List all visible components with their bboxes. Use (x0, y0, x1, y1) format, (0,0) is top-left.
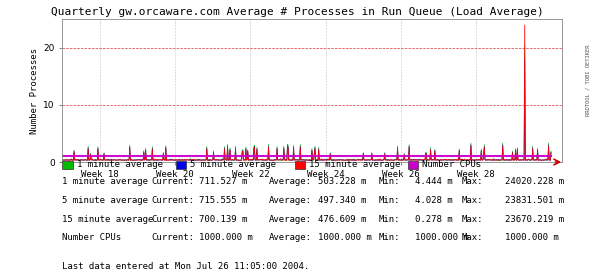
Text: Current:: Current: (152, 196, 195, 205)
Text: 700.139 m: 700.139 m (199, 215, 248, 224)
Text: Current:: Current: (152, 177, 195, 186)
Text: Current:: Current: (152, 234, 195, 242)
Text: Max:: Max: (461, 234, 483, 242)
Text: Min:: Min: (379, 196, 400, 205)
Text: Max:: Max: (461, 215, 483, 224)
Text: Average:: Average: (269, 215, 312, 224)
Text: 5 minute average: 5 minute average (62, 196, 149, 205)
Text: Current:: Current: (152, 215, 195, 224)
Text: 476.609 m: 476.609 m (318, 215, 367, 224)
Text: 1000.000 m: 1000.000 m (415, 234, 469, 242)
Y-axis label: Number Processes: Number Processes (30, 48, 39, 134)
Text: 503.228 m: 503.228 m (318, 177, 367, 186)
Text: 711.527 m: 711.527 m (199, 177, 248, 186)
Text: 0.278 m: 0.278 m (415, 215, 453, 224)
Text: 715.555 m: 715.555 m (199, 196, 248, 205)
Text: 23831.501 m: 23831.501 m (505, 196, 563, 205)
Text: Average:: Average: (269, 196, 312, 205)
Text: Number CPUs: Number CPUs (62, 234, 121, 242)
Text: RRDTOOL / TOBI OETIKER: RRDTOOL / TOBI OETIKER (586, 45, 591, 116)
Text: Min:: Min: (379, 177, 400, 186)
Text: Last data entered at Mon Jul 26 11:05:00 2004.: Last data entered at Mon Jul 26 11:05:00… (62, 263, 310, 271)
Text: 497.340 m: 497.340 m (318, 196, 367, 205)
Text: Number CPUs: Number CPUs (422, 160, 481, 169)
Text: Max:: Max: (461, 177, 483, 186)
Text: 4.028 m: 4.028 m (415, 196, 453, 205)
Text: 1000.000 m: 1000.000 m (318, 234, 372, 242)
Text: Max:: Max: (461, 196, 483, 205)
Text: 1 minute average: 1 minute average (62, 177, 149, 186)
Text: 1000.000 m: 1000.000 m (199, 234, 253, 242)
Text: 1000.000 m: 1000.000 m (505, 234, 558, 242)
Text: Average:: Average: (269, 177, 312, 186)
Text: 15 minute average: 15 minute average (62, 215, 154, 224)
Text: Quarterly gw.orcaware.com Average # Processes in Run Queue (Load Average): Quarterly gw.orcaware.com Average # Proc… (51, 7, 544, 17)
Text: 24020.228 m: 24020.228 m (505, 177, 563, 186)
Text: 1 minute average: 1 minute average (77, 160, 164, 169)
Text: Min:: Min: (379, 234, 400, 242)
Text: Average:: Average: (269, 234, 312, 242)
Text: 23670.219 m: 23670.219 m (505, 215, 563, 224)
Text: 15 minute average: 15 minute average (309, 160, 401, 169)
Text: Min:: Min: (379, 215, 400, 224)
Text: 4.444 m: 4.444 m (415, 177, 453, 186)
Text: 5 minute average: 5 minute average (190, 160, 277, 169)
